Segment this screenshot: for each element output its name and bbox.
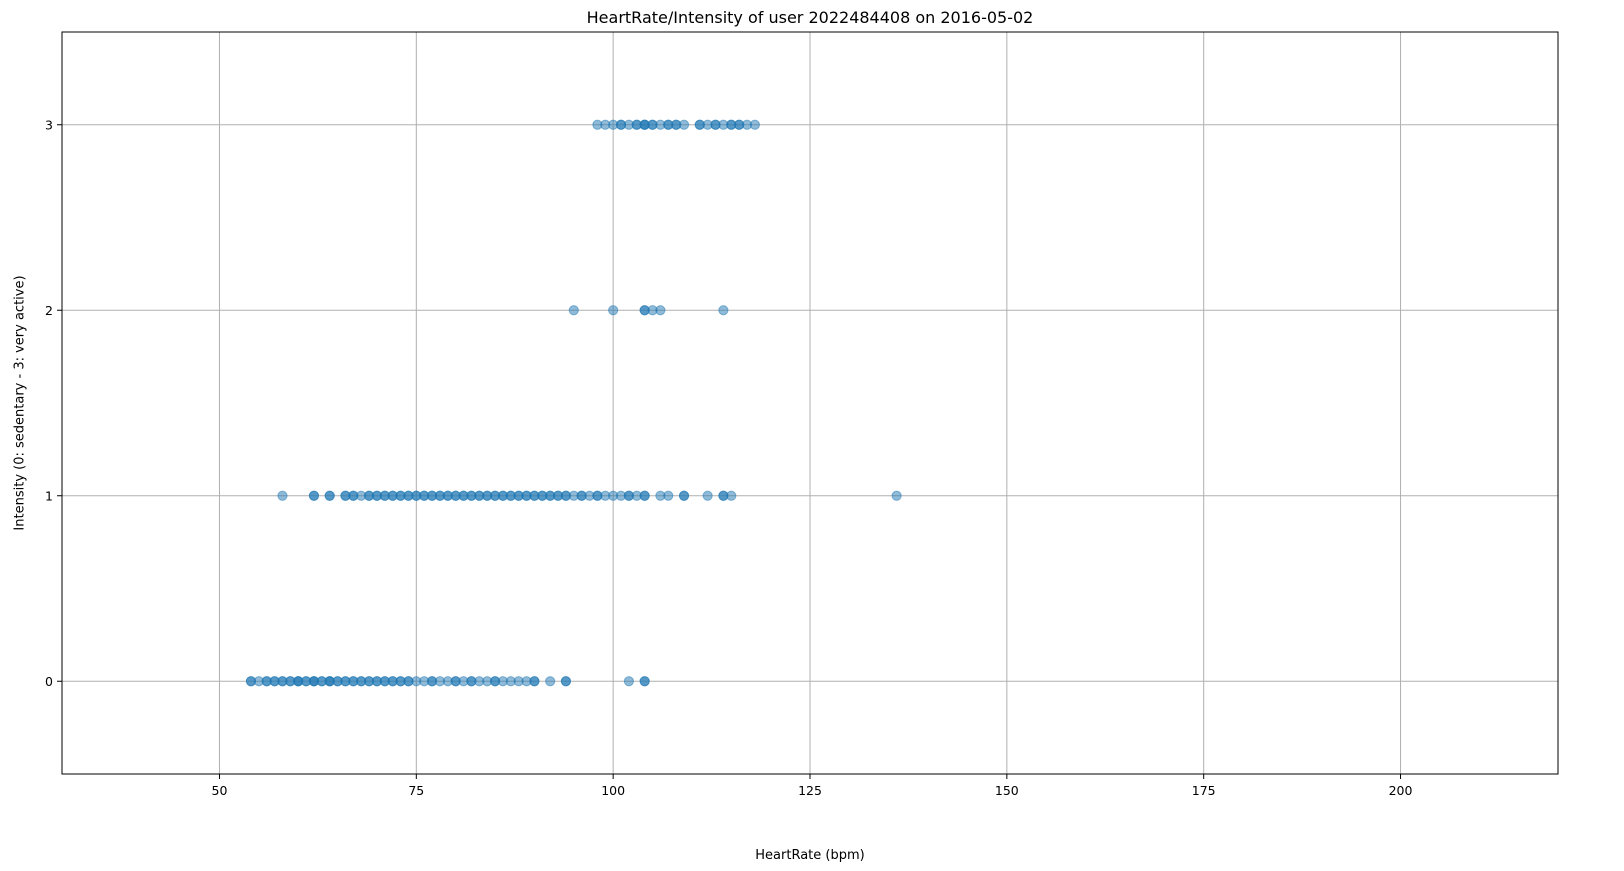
y-tick-label: 0 xyxy=(45,674,53,689)
scatter-point xyxy=(702,490,713,501)
scatter-point xyxy=(678,119,690,130)
scatter-point xyxy=(623,676,635,687)
x-tick-label: 50 xyxy=(212,783,228,798)
scatter-point xyxy=(529,676,540,687)
x-tick-label: 175 xyxy=(1192,783,1216,798)
y-tick-label: 2 xyxy=(45,303,53,318)
chart-title: HeartRate/Intensity of user 2022484408 o… xyxy=(587,8,1034,27)
x-tick-label: 75 xyxy=(408,783,424,798)
scatter-point xyxy=(891,490,902,501)
grid xyxy=(62,32,1558,774)
x-tick-label: 200 xyxy=(1389,783,1413,798)
scatter-point xyxy=(560,676,572,687)
data-points xyxy=(245,119,902,687)
scatter-point xyxy=(639,676,650,687)
x-axis-label: HeartRate (bpm) xyxy=(755,848,864,863)
y-tick-label: 1 xyxy=(45,488,53,503)
scatter-point xyxy=(655,305,666,316)
scatter-point xyxy=(277,490,288,501)
scatter-point xyxy=(639,490,650,501)
scatter-point xyxy=(718,305,729,316)
x-tick-label: 100 xyxy=(601,783,625,798)
scatter-point xyxy=(608,305,619,316)
y-axis: 0 1 2 3 xyxy=(45,117,62,689)
scatter-point xyxy=(545,676,556,687)
scatter-point xyxy=(678,490,690,501)
scatter-point xyxy=(568,305,579,316)
scatter-point xyxy=(726,490,737,501)
y-tick-label: 3 xyxy=(45,117,53,132)
scatter-point xyxy=(324,490,335,501)
scatter-point xyxy=(663,490,674,501)
x-axis: 50 75 100 125 150 175 200 xyxy=(212,774,1413,798)
x-tick-label: 125 xyxy=(798,783,822,798)
scatter-point xyxy=(749,119,760,130)
x-tick-label: 150 xyxy=(995,783,1019,798)
y-axis-label: Intensity (0: sedentary - 3: very active… xyxy=(13,275,28,530)
scatter-point xyxy=(308,490,320,501)
